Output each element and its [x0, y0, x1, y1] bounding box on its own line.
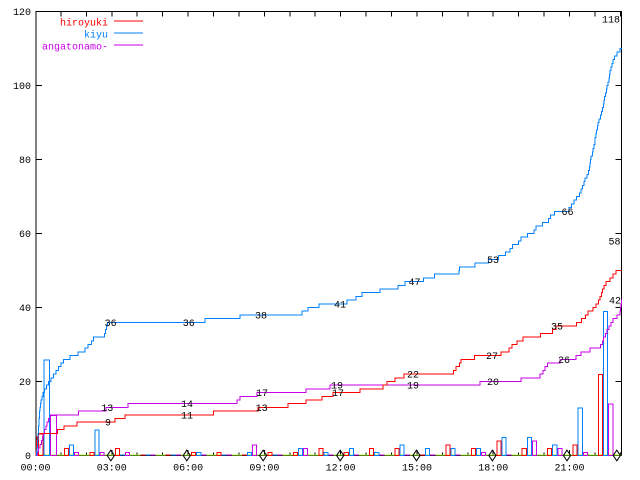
- svg-text:kiyu: kiyu: [84, 30, 108, 42]
- svg-text:20: 20: [19, 378, 31, 389]
- svg-text:14: 14: [181, 400, 193, 411]
- svg-text:21:00: 21:00: [555, 464, 585, 475]
- svg-text:118: 118: [602, 15, 620, 26]
- svg-text:00:00: 00:00: [20, 464, 50, 475]
- svg-text:53: 53: [487, 256, 499, 267]
- svg-text:26: 26: [558, 356, 570, 367]
- svg-text:09:00: 09:00: [249, 464, 279, 475]
- svg-text:18:00: 18:00: [478, 464, 508, 475]
- svg-text:47: 47: [408, 278, 420, 289]
- svg-text:13: 13: [256, 404, 268, 415]
- svg-text:38: 38: [255, 311, 267, 322]
- svg-text:19: 19: [331, 382, 343, 393]
- svg-text:60: 60: [19, 230, 31, 241]
- svg-text:13: 13: [101, 404, 113, 415]
- svg-text:80: 80: [19, 156, 31, 167]
- svg-text:hiroyuki: hiroyuki: [60, 18, 108, 30]
- svg-text:11: 11: [181, 411, 193, 422]
- svg-text:angatonamo-: angatonamo-: [42, 43, 108, 54]
- svg-text:58: 58: [608, 237, 620, 248]
- svg-text:06:00: 06:00: [173, 464, 203, 475]
- svg-text:27: 27: [486, 352, 498, 363]
- svg-text:0: 0: [25, 452, 31, 463]
- svg-text:22: 22: [407, 371, 419, 382]
- svg-text:66: 66: [561, 208, 573, 219]
- svg-text:36: 36: [105, 319, 117, 330]
- svg-text:41: 41: [334, 300, 346, 311]
- svg-text:42: 42: [609, 297, 621, 308]
- svg-text:120: 120: [13, 8, 31, 19]
- svg-text:17: 17: [332, 389, 344, 400]
- svg-text:20: 20: [487, 378, 499, 389]
- svg-text:35: 35: [551, 323, 563, 334]
- svg-text:12:00: 12:00: [326, 464, 356, 475]
- svg-text:36: 36: [183, 319, 195, 330]
- svg-text:17: 17: [256, 389, 268, 400]
- svg-text:40: 40: [19, 304, 31, 315]
- svg-text:03:00: 03:00: [97, 464, 127, 475]
- svg-text:100: 100: [13, 82, 31, 93]
- svg-text:9: 9: [105, 419, 111, 430]
- svg-text:19: 19: [407, 382, 419, 393]
- svg-text:15:00: 15:00: [402, 464, 432, 475]
